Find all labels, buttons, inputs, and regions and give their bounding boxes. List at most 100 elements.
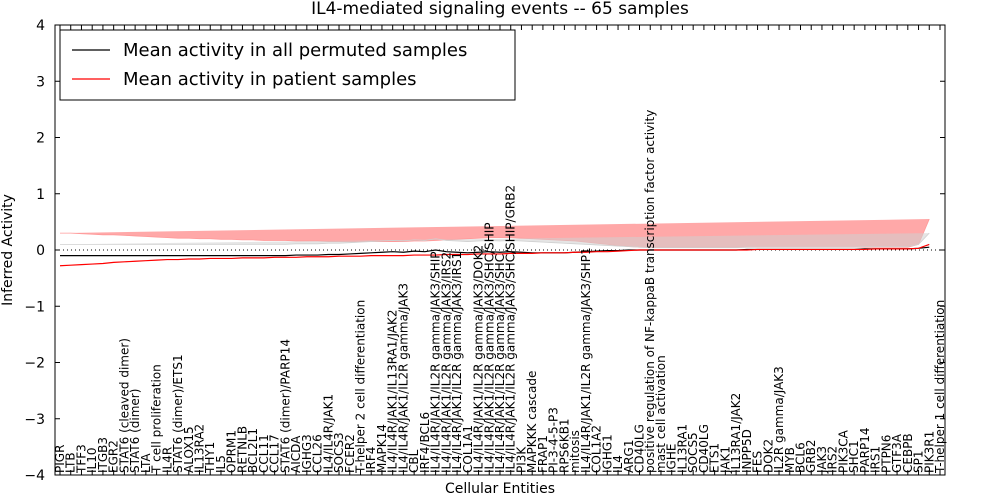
x-tick-label: MYB bbox=[783, 447, 797, 473]
y-tick-label: 3 bbox=[36, 74, 45, 90]
x-tick-label: IGHG1 bbox=[600, 434, 614, 473]
x-tick-label: IGHG3 bbox=[300, 434, 314, 473]
x-tick-label: ITGB3 bbox=[96, 437, 110, 473]
x-tick-label: mitosis bbox=[568, 430, 582, 473]
x-tick-label: EGR2 bbox=[107, 440, 121, 473]
y-tick-label: 0 bbox=[36, 243, 45, 259]
x-tick-label: FCER2 bbox=[343, 434, 357, 473]
x-tick-label: PIK3R1 bbox=[922, 431, 936, 473]
x-tick-label: IL4/IL4R/JAK1 bbox=[321, 394, 335, 473]
x-tick-label: INPP5D bbox=[740, 429, 754, 473]
x-tick-label: IL10 bbox=[85, 448, 99, 474]
x-tick-label: IL4/IL4R/JAK1/IL2R gamma/JAK3/SHC/SHIP/G… bbox=[504, 185, 518, 473]
x-tick-label: positive regulation of NF-kappaB transcr… bbox=[643, 110, 657, 473]
x-tick-label: mast cell activation bbox=[654, 355, 668, 473]
x-tick-label: PIK3CA bbox=[836, 429, 850, 473]
x-tick-label: T-helper 1 cell differentiation bbox=[933, 300, 947, 474]
x-tick-label: IRF4 bbox=[364, 447, 378, 473]
x-tick-label: IL4/IL4R/JAK1/IL2R gamma/JAK3/SHC/SHIP bbox=[482, 222, 496, 473]
x-tick-label: JAK3 bbox=[815, 446, 829, 474]
x-tick-label: DOK2 bbox=[761, 439, 775, 473]
x-tick-label: COL1A2 bbox=[590, 425, 604, 473]
x-tick-label: IL2R gamma/JAK3 bbox=[772, 366, 786, 473]
y-axis: −4 −3 −2 −1 0 1 2 3 4 bbox=[24, 18, 945, 484]
x-tick-label: RPS6KB1 bbox=[557, 418, 571, 473]
x-tick-label: IL13RA1/JAK2 bbox=[729, 393, 743, 473]
y-tick-label: −1 bbox=[24, 299, 45, 315]
x-tick-label: PIGR bbox=[53, 445, 67, 473]
x-tick-label: IL4/IL4R/JAK1/IL2R gamma/JAK3/IRS1 bbox=[450, 252, 464, 473]
x-tick-label: SOCS3 bbox=[332, 432, 346, 473]
x-tick-label: SHC1 bbox=[847, 440, 861, 473]
x-tick-label: IL4/IL4R/JAK1/IL2R gamma/JAK3/IRS2 bbox=[439, 252, 453, 473]
legend: Mean activity in all permuted samples Me… bbox=[59, 29, 516, 101]
x-tick-label: CEBPB bbox=[901, 433, 915, 473]
x-tick-label: IL4/IL4R/JAK1/IL2R gamma/JAK3 bbox=[396, 283, 410, 473]
x-tick-label: STAT6 (cleaved dimer) bbox=[117, 338, 131, 473]
x-tick-label: IRF4/BCL6 bbox=[418, 412, 432, 473]
permuted-band bbox=[60, 232, 930, 249]
x-tick-label: GTF3A bbox=[890, 433, 904, 473]
y-tick-label: −4 bbox=[24, 468, 45, 484]
x-tick-label: STAT6 (dimer)/PARP14 bbox=[278, 339, 292, 473]
x-tick-label: SP1 bbox=[912, 451, 926, 474]
x-tick-label: IGHE bbox=[665, 444, 679, 473]
x-tick-label: STAT6 (dimer)/ETS1 bbox=[171, 354, 185, 473]
x-tick-label: IL5 bbox=[214, 455, 228, 473]
x-tick-label: RETNLB bbox=[235, 426, 249, 473]
x-tick-label: IL4 bbox=[611, 455, 625, 473]
x-tick-label: CD40LG bbox=[697, 424, 711, 473]
chart-title: IL4-mediated signaling events -- 65 samp… bbox=[311, 0, 689, 19]
x-axis-label: Cellular Entities bbox=[445, 481, 555, 497]
x-tick-label: IL4/IL4R/JAK1/IL2R gamma/JAK3/SHP1 bbox=[579, 247, 593, 473]
x-tick-label: IL4/IL4R/JAK1/IL13RA1/JAK2 bbox=[386, 310, 400, 474]
x-tick-label: COL1A1 bbox=[461, 425, 475, 473]
x-tick-label: CCL11 bbox=[257, 434, 271, 473]
patient-mean-line bbox=[59, 243, 930, 267]
x-tick-label: SOCS5 bbox=[686, 432, 700, 473]
x-tick-label: T cell proliferation bbox=[150, 364, 164, 474]
x-tick-label: IL4R bbox=[160, 447, 174, 473]
x-tick-label: IRS1 bbox=[869, 446, 883, 473]
x-tick-label: MAPK14 bbox=[375, 424, 389, 473]
x-tick-label: STAT6 (dimer) bbox=[128, 389, 142, 473]
y-tick-label: 4 bbox=[36, 18, 45, 34]
x-tick-label: IL4/IL4R/JAK1/IL2R gamma/JAK3/SHC bbox=[493, 254, 507, 473]
x-tick-label: THY1 bbox=[203, 442, 217, 474]
x-tick-label: AICDA bbox=[289, 435, 303, 473]
x-tick-label: CCL26 bbox=[311, 434, 325, 473]
x-tick-label: OPRM1 bbox=[225, 430, 239, 473]
x-tick-label: ETS1 bbox=[708, 443, 722, 473]
x-tick-label: PARP14 bbox=[858, 427, 872, 473]
x-tick-label: IL13RA1 bbox=[675, 424, 689, 473]
x-tick-label: JAK1 bbox=[718, 446, 732, 474]
x-tick-label: ALOX15 bbox=[182, 426, 196, 473]
x-tick-label: BCL6 bbox=[793, 442, 807, 473]
x-tick-label: LTA bbox=[139, 453, 153, 473]
x-tick-label: IRS2 bbox=[826, 446, 840, 473]
x-tick-label: T-helper 2 cell differentiation bbox=[353, 300, 367, 474]
x-tick-label: FES bbox=[751, 451, 765, 473]
x-tick-label: TFF3 bbox=[74, 444, 88, 474]
y-axis-label: Inferred Activity bbox=[0, 194, 16, 306]
x-tick-label: BCL2L1 bbox=[246, 428, 260, 473]
x-tick-label: CCL17 bbox=[268, 434, 282, 473]
x-tick-label: PI-3-4-5-P3 bbox=[547, 407, 561, 473]
x-tick-label: MAPKKK cascade bbox=[525, 371, 539, 473]
y-tick-label: 2 bbox=[36, 131, 45, 147]
x-tick-label: CBL bbox=[407, 449, 421, 473]
x-tick-label: FRAP1 bbox=[536, 435, 550, 473]
plot-area bbox=[55, 218, 945, 267]
y-tick-label: −3 bbox=[24, 412, 45, 428]
x-tick-label: IL4/IL4R/JAK1/IL2R gamma/JAK3/DOK2 bbox=[472, 245, 486, 473]
x-tick-label: LTB bbox=[64, 452, 78, 473]
legend-label-permuted: Mean activity in all permuted samples bbox=[123, 40, 467, 61]
x-tick-label: GRB2 bbox=[804, 439, 818, 473]
x-tick-label: IL4/IL4R/JAK1/IL2R gamma/JAK3/SHIP bbox=[429, 252, 443, 473]
x-tick-label: PI3K bbox=[514, 446, 528, 473]
y-tick-label: −2 bbox=[24, 356, 45, 372]
legend-box bbox=[59, 29, 516, 101]
y-tick-label: 1 bbox=[36, 187, 45, 203]
